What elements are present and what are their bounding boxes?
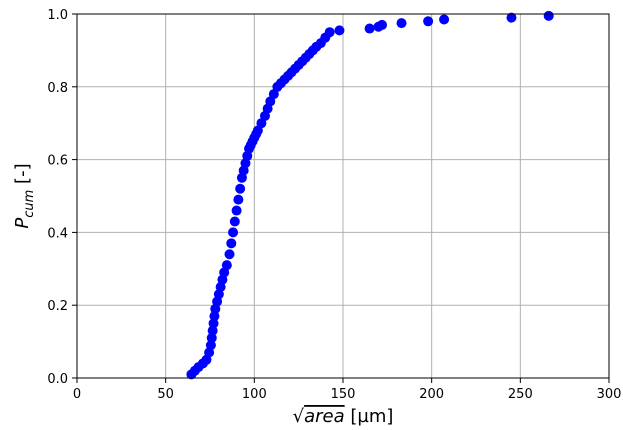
x-tick-label: 200 — [419, 387, 444, 402]
data-point — [205, 340, 216, 351]
x-tick-label: 0 — [73, 387, 81, 402]
y-axis-label-subscript: cum — [22, 190, 37, 218]
axis-ticks: 0 50 100 150 200 250 300 0.0 0.2 0.4 0.6 0.8 1.0 — [47, 8, 621, 402]
x-axis-label: √area [µm] — [293, 406, 394, 427]
data-point — [364, 23, 375, 34]
y-axis-label-unit: [-] — [12, 163, 33, 189]
y-tick-label: 0.6 — [47, 154, 68, 169]
y-tick-label: 1.0 — [47, 8, 68, 23]
y-axis-label-base: P — [12, 218, 33, 229]
x-tick-label: 100 — [242, 387, 267, 402]
data-point — [208, 318, 219, 329]
data-point — [439, 14, 450, 25]
grid-lines — [76, 13, 610, 379]
data-point — [396, 18, 407, 29]
data-point — [209, 311, 220, 322]
y-tick-label: 0.2 — [47, 299, 68, 314]
data-point — [226, 238, 237, 249]
x-tick-label: 250 — [508, 387, 533, 402]
y-tick-label: 0.0 — [47, 372, 68, 387]
data-point — [229, 216, 240, 227]
data-point — [543, 10, 554, 21]
y-tick-label: 0.4 — [47, 226, 68, 241]
x-tick-label: 150 — [331, 387, 356, 402]
data-point — [324, 27, 335, 38]
data-point — [423, 16, 434, 27]
x-axis-label-radicand: area — [304, 406, 345, 427]
data-points — [186, 10, 554, 380]
data-point — [377, 19, 388, 30]
x-tick-label: 300 — [597, 387, 622, 402]
y-axis-label: Pcum [-] — [12, 163, 37, 228]
data-point — [334, 25, 345, 36]
data-point — [224, 249, 235, 260]
y-tick-label: 0.8 — [47, 81, 68, 96]
data-point — [235, 183, 246, 194]
data-point — [506, 12, 517, 23]
x-axis-label-unit: [µm] — [345, 406, 394, 427]
data-point — [233, 194, 244, 205]
data-point — [207, 325, 218, 336]
data-point — [221, 260, 232, 271]
x-axis-label-radical: √ — [293, 406, 305, 427]
x-tick-label: 50 — [157, 387, 174, 402]
data-point — [206, 332, 217, 343]
data-point — [228, 227, 239, 238]
data-point — [231, 205, 242, 216]
